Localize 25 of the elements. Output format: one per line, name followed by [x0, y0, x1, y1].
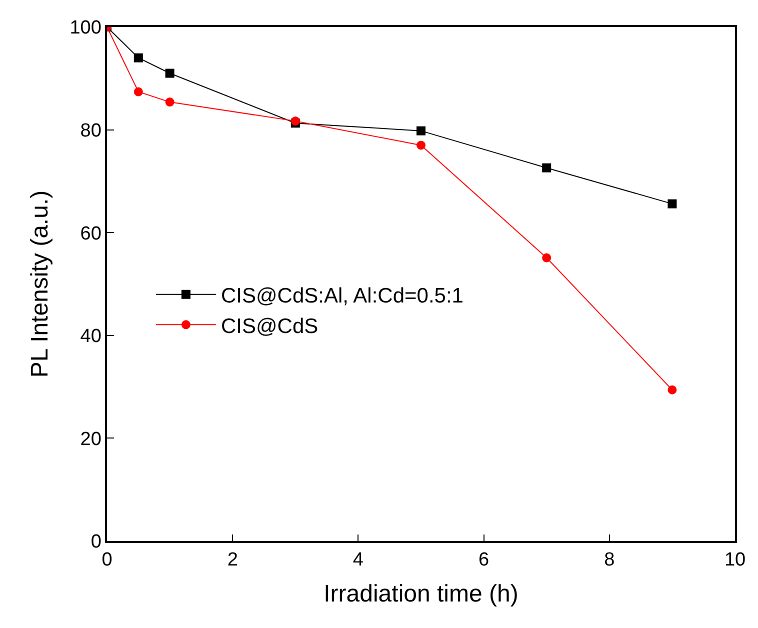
y-tick-label: 20: [80, 428, 102, 450]
legend-label: CIS@CdS: [220, 314, 318, 338]
y-axis-title: PL Intensity (a.u.): [26, 190, 54, 378]
point: [165, 98, 174, 107]
x-tick-label: 10: [724, 550, 746, 571]
point: [134, 87, 143, 96]
y-tick-label: 60: [80, 223, 102, 244]
point: [134, 53, 143, 62]
x-axis-title: Irradiation time (h): [324, 580, 518, 608]
y-tick-label: 100: [70, 18, 102, 39]
point: [416, 140, 426, 150]
point: [542, 253, 552, 262]
x-tick-label: 8: [604, 550, 615, 571]
point: [542, 163, 552, 172]
y-tick-label: 80: [80, 120, 102, 142]
x-tick-label: 2: [227, 550, 238, 571]
y-tick-label: 40: [80, 326, 102, 348]
y-tick-label: 0: [90, 532, 102, 553]
point: [165, 68, 174, 78]
point: [416, 126, 426, 136]
point: [668, 199, 677, 208]
x-tick-label: 6: [478, 550, 490, 571]
x-tick-label: 4: [352, 550, 364, 571]
legend-label: CIS@CdS:Al, Al:Cd=0.5:1: [220, 284, 464, 308]
point: [668, 385, 677, 394]
